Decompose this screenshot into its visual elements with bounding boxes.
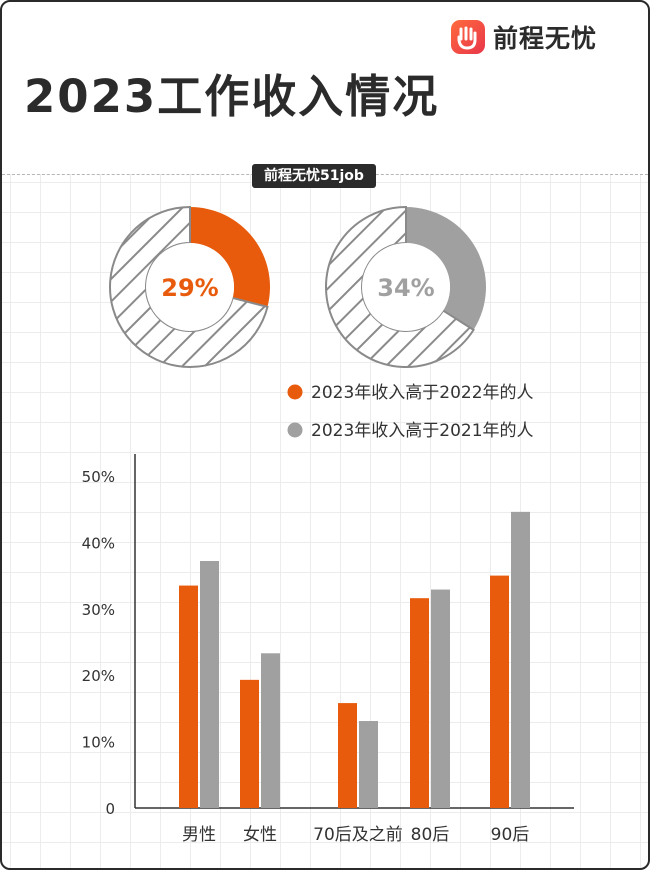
bar-vs2022 [240, 679, 259, 808]
bar-vs2022 [338, 703, 357, 808]
bar-vs2021 [431, 589, 450, 808]
y-tick-label: 0 [105, 800, 115, 818]
bar-vs2022 [410, 598, 429, 808]
y-tick-label: 30% [82, 601, 115, 619]
bar-vs2021 [511, 511, 530, 808]
x-tick-label: 男性 [182, 825, 216, 845]
donut-2-highlight-slice [406, 207, 487, 330]
x-tick-label: 70后及之前 [313, 825, 403, 845]
bar-vs2022 [490, 575, 509, 808]
bar-vs2021 [261, 653, 280, 808]
page-title: 2023工作收入情况 [24, 70, 440, 123]
donut-1-percent-label: 29% [161, 274, 218, 302]
logo-text: 前程无忧 [493, 24, 598, 53]
legend-label-1: 2023年收入高于2022年的人 [311, 383, 534, 403]
x-tick-label: 90后 [491, 825, 530, 845]
donut-2-percent-label: 34% [377, 274, 434, 302]
bar-vs2021 [200, 560, 219, 808]
donut-2-hole [362, 243, 450, 331]
y-tick-label: 20% [82, 667, 115, 685]
y-tick-label: 40% [82, 534, 115, 552]
bar-vs2022 [179, 585, 198, 808]
bar-vs2021 [359, 721, 378, 808]
brand-logo: 前程无忧 [451, 18, 597, 56]
x-tick-label: 女性 [243, 825, 277, 845]
y-tick-label: 50% [82, 468, 115, 486]
legend-swatch-2 [287, 422, 303, 438]
donut-1-hole [146, 243, 234, 331]
y-tick-label: 10% [82, 734, 115, 752]
legend-swatch-1 [287, 384, 303, 400]
legend-label-2: 2023年收入高于2021年的人 [311, 421, 534, 441]
source-tag: 前程无忧51job [252, 164, 376, 188]
x-tick-label: 80后 [411, 825, 450, 845]
donut-1-highlight-slice [190, 207, 270, 307]
hand-logo-icon [451, 20, 485, 54]
